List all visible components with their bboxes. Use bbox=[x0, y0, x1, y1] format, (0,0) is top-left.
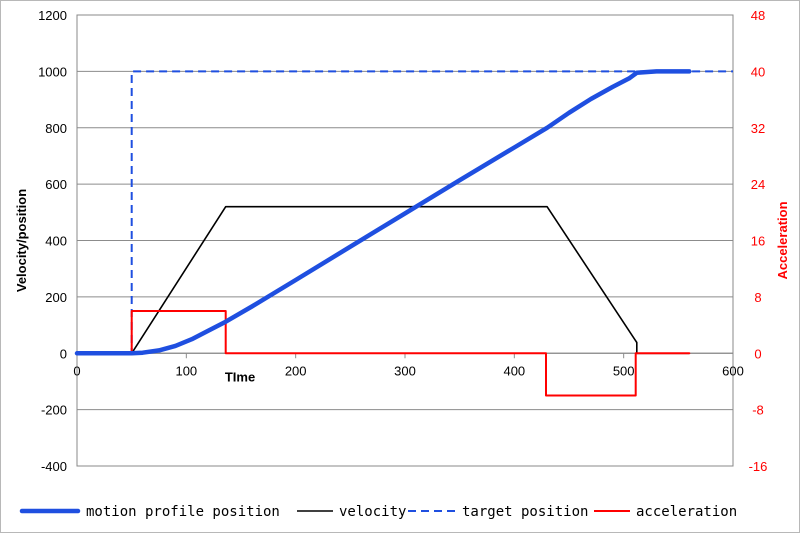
y-right-tick-label: -16 bbox=[749, 459, 768, 474]
series-acceleration-line bbox=[76, 310, 691, 397]
legend-item-motion-profile-position: motion profile position bbox=[19, 504, 280, 520]
y-right-tick-label: 8 bbox=[754, 290, 761, 305]
y-left-tick-label: 1200 bbox=[38, 8, 67, 23]
y-left-tick-label: 400 bbox=[45, 234, 67, 249]
series-motion-profile-position-line bbox=[74, 69, 692, 356]
y-right-tick-label: -8 bbox=[752, 403, 764, 418]
y-axis-right-title: Acceleration bbox=[775, 201, 790, 279]
series-layer bbox=[74, 69, 733, 397]
legend-label: motion profile position bbox=[86, 504, 280, 520]
legend-label: target position bbox=[462, 504, 588, 520]
y-right-tick-label: 32 bbox=[751, 121, 765, 136]
y-left-tick-label: 0 bbox=[60, 346, 67, 361]
legend-label: acceleration bbox=[636, 504, 737, 520]
x-tick-label: 300 bbox=[394, 363, 416, 378]
legend-label: velocity bbox=[339, 504, 406, 520]
plot-area-border bbox=[76, 14, 734, 467]
y-left-tick-label: 600 bbox=[45, 177, 67, 192]
y-left-tick-label: -200 bbox=[41, 403, 67, 418]
y-right-tick-label: 48 bbox=[751, 8, 765, 23]
y-right-tick-label: 40 bbox=[751, 64, 765, 79]
y-axis-left-title: Velocity/position bbox=[14, 189, 29, 292]
x-axis-title: TIme bbox=[225, 369, 255, 384]
x-tick-label: 400 bbox=[503, 363, 525, 378]
y-left-tick-label: 1000 bbox=[38, 64, 67, 79]
y-right-tick-label: 24 bbox=[751, 177, 765, 192]
legend-item-acceleration: acceleration bbox=[594, 504, 737, 520]
gridlines bbox=[76, 14, 734, 467]
y-right-tick-label: 16 bbox=[751, 234, 765, 249]
x-tick-label: 200 bbox=[285, 363, 307, 378]
legend-item-velocity: velocity bbox=[297, 504, 406, 520]
y-left-tick-label: 800 bbox=[45, 121, 67, 136]
tick-labels: -400-200020040060080010001200-16-8081624… bbox=[38, 8, 767, 474]
x-tick-label: 600 bbox=[722, 363, 744, 378]
x-tick-label: 0 bbox=[73, 363, 80, 378]
x-tick-label: 500 bbox=[613, 363, 635, 378]
x-tick-label: 100 bbox=[175, 363, 197, 378]
y-left-tick-label: -400 bbox=[41, 459, 67, 474]
y-left-tick-label: 200 bbox=[45, 290, 67, 305]
y-right-tick-label: 0 bbox=[754, 346, 761, 361]
legend: motion profile position velocity target po… bbox=[19, 504, 737, 520]
legend-item-target-position: target position bbox=[408, 504, 588, 520]
